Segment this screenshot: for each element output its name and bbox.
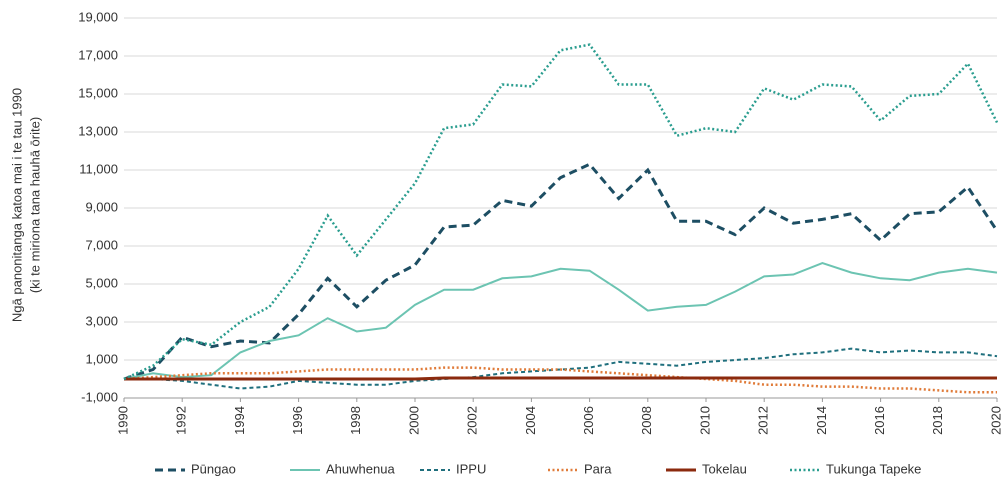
x-tick-label: 2012 [756, 406, 771, 435]
y-tick-label: 11,000 [79, 161, 118, 176]
x-tick-label: 2020 [988, 406, 1003, 435]
x-tick-label: 2004 [523, 406, 538, 435]
x-tick-label: 2016 [872, 406, 887, 435]
x-tick-label: 2008 [639, 406, 654, 435]
x-tick-label: 2000 [406, 406, 421, 435]
x-tick-label: 2010 [697, 406, 712, 435]
x-tick-label: 1992 [174, 406, 189, 435]
y-tick-label: 15,000 [78, 85, 118, 100]
series-line [123, 262, 998, 380]
legend-label: Para [584, 461, 612, 476]
y-tick-label: 19,000 [78, 9, 118, 24]
x-tick-label: 2014 [814, 406, 829, 435]
series-line [123, 43, 999, 381]
x-tick-label: 2002 [465, 406, 480, 435]
x-tick-label: 2018 [930, 406, 945, 435]
y-axis-label: (ki te miriona tana hauhā ōrite) [27, 117, 42, 293]
y-tick-label: 1,000 [85, 351, 118, 366]
legend-label: Tukunga Tapeke [826, 461, 921, 476]
x-tick-label: 1996 [290, 406, 305, 435]
series-line [124, 376, 997, 381]
series-line [124, 347, 998, 390]
y-tick-label: 9,000 [85, 199, 118, 214]
y-axis-label: Ngā panonitanga katoa mai i te tau 1990 [9, 88, 24, 322]
x-tick-label: 1990 [115, 406, 130, 435]
y-tick-label: 17,000 [78, 47, 118, 62]
y-tick-label: 5,000 [85, 275, 118, 290]
legend-label: IPPU [456, 461, 486, 476]
legend-label: Ahuwhenua [326, 461, 395, 476]
series-line [123, 162, 999, 381]
series-line [123, 366, 997, 394]
x-tick-label: 1994 [232, 406, 247, 435]
x-tick-label: 1998 [348, 406, 363, 435]
x-tick-label: 2006 [581, 406, 596, 435]
y-tick-label: 13,000 [78, 123, 118, 138]
y-tick-label: 7,000 [85, 237, 118, 252]
legend-label: Pūngao [191, 461, 236, 476]
legend-label: Tokelau [702, 461, 747, 476]
y-tick-label: -1,000 [81, 389, 118, 404]
y-tick-label: 3,000 [85, 313, 118, 328]
